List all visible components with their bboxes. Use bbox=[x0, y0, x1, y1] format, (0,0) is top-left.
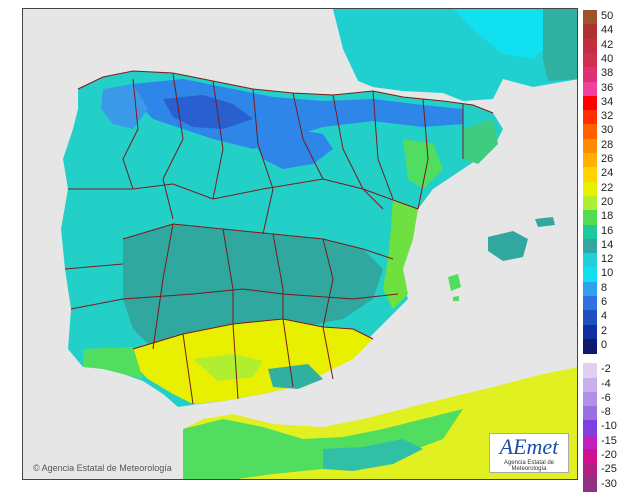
legend-label: 14 bbox=[601, 238, 614, 251]
copyright-credit: © Agencia Estatal de Meteorología bbox=[33, 463, 172, 473]
legend-swatch bbox=[583, 10, 597, 25]
guadalquivir-green bbox=[193, 354, 263, 381]
legend-label: 40 bbox=[601, 52, 614, 65]
legend-label: 6 bbox=[601, 296, 608, 308]
legend-swatch bbox=[583, 167, 597, 183]
legend-swatch bbox=[583, 95, 597, 111]
cantabrian-dark bbox=[163, 95, 253, 129]
legend-swatch bbox=[583, 310, 597, 326]
legend-label: 2 bbox=[601, 324, 608, 337]
legend-label: -6 bbox=[601, 391, 611, 404]
legend-label: 16 bbox=[601, 224, 614, 237]
legend-swatch bbox=[583, 67, 597, 82]
legend-swatch bbox=[583, 110, 597, 125]
legend-swatch bbox=[583, 463, 597, 479]
legend-swatch bbox=[583, 420, 597, 436]
legend-label: -4 bbox=[601, 377, 611, 390]
legend-swatch bbox=[583, 224, 597, 240]
legend-label: 36 bbox=[601, 81, 614, 94]
menorca bbox=[535, 217, 555, 227]
legend-swatch bbox=[583, 24, 597, 40]
legend-swatch bbox=[583, 477, 597, 493]
ebro-green bbox=[403, 139, 443, 189]
credit-text: Agencia Estatal de Meteorología bbox=[41, 463, 172, 473]
africa-teal bbox=[323, 439, 423, 471]
legend-label: 26 bbox=[601, 153, 614, 165]
meseta-teal bbox=[123, 224, 383, 349]
galicia-blue bbox=[101, 84, 148, 129]
legend-label: 28 bbox=[601, 138, 614, 151]
legend-swatch bbox=[583, 253, 597, 268]
legend-swatch bbox=[583, 153, 597, 168]
legend-label: 22 bbox=[601, 181, 614, 194]
copyright-icon: © bbox=[33, 463, 40, 473]
legend-label: 24 bbox=[601, 167, 614, 180]
andalusia-green bbox=[83, 347, 143, 379]
legend-label: 18 bbox=[601, 210, 614, 223]
legend-label: 30 bbox=[601, 124, 614, 137]
legend-swatch bbox=[583, 81, 597, 97]
legend-swatch bbox=[583, 238, 597, 254]
formentera bbox=[453, 296, 459, 301]
legend-label: -20 bbox=[601, 449, 617, 461]
catalonia-green bbox=[463, 119, 498, 164]
province-borders bbox=[64, 70, 494, 405]
color-legend: 50 44 42 40 38 36 34 32 30 28 26 24 22 20 18 16 14 12 10 8 6… bbox=[583, 10, 627, 493]
temperature-map: © Agencia Estatal de Meteorología AEmet … bbox=[22, 8, 578, 480]
legend-label: -2 bbox=[601, 363, 611, 376]
sierra-teal bbox=[268, 364, 323, 389]
legend-label: -10 bbox=[601, 420, 617, 433]
legend-swatch bbox=[583, 338, 597, 354]
legend-swatch bbox=[583, 406, 597, 421]
legend-swatch bbox=[583, 296, 597, 311]
legend-label: 20 bbox=[601, 195, 614, 208]
legend-label: 12 bbox=[601, 253, 614, 266]
legend-swatch bbox=[583, 391, 597, 407]
mallorca bbox=[488, 231, 528, 261]
legend-label: 38 bbox=[601, 67, 614, 80]
legend-label: 32 bbox=[601, 110, 614, 123]
aemet-logo: AEmet Agencia Estatal de Meteorología bbox=[489, 433, 569, 473]
legend-swatch bbox=[583, 363, 597, 378]
legend-label: -25 bbox=[601, 463, 617, 476]
legend-label: 0 bbox=[601, 338, 608, 351]
legend-swatch bbox=[583, 324, 597, 340]
legend-swatch bbox=[583, 195, 597, 211]
legend-swatch bbox=[583, 210, 597, 225]
ibiza bbox=[448, 274, 461, 291]
logo-mark: AEmet bbox=[499, 434, 559, 459]
legend-swatch bbox=[583, 124, 597, 140]
legend-swatch bbox=[583, 449, 597, 464]
legend-swatch bbox=[583, 38, 597, 54]
legend-label: 8 bbox=[601, 281, 608, 294]
legend-label: 50 bbox=[601, 10, 614, 22]
legend-label: -8 bbox=[601, 406, 611, 419]
legend-label: 44 bbox=[601, 24, 614, 37]
east-coast-green bbox=[383, 199, 418, 309]
legend-label: 34 bbox=[601, 95, 614, 108]
legend-swatch bbox=[583, 52, 597, 68]
legend-swatch bbox=[583, 181, 597, 197]
france-highland bbox=[453, 9, 553, 59]
legend-label: 4 bbox=[601, 310, 608, 323]
legend-label: 42 bbox=[601, 38, 614, 51]
legend-swatch bbox=[583, 434, 597, 450]
legend-label: -30 bbox=[601, 477, 617, 490]
legend-label: -15 bbox=[601, 434, 617, 447]
map-canvas bbox=[23, 9, 577, 479]
logo-subtitle: Agencia Estatal de Meteorología bbox=[503, 460, 555, 472]
legend-swatch bbox=[583, 377, 597, 393]
legend-swatch bbox=[583, 281, 597, 297]
legend-swatch bbox=[583, 138, 597, 154]
legend-swatch bbox=[583, 267, 597, 283]
legend-label: 10 bbox=[601, 267, 614, 280]
africa-green bbox=[183, 409, 463, 479]
france-east bbox=[543, 9, 577, 81]
